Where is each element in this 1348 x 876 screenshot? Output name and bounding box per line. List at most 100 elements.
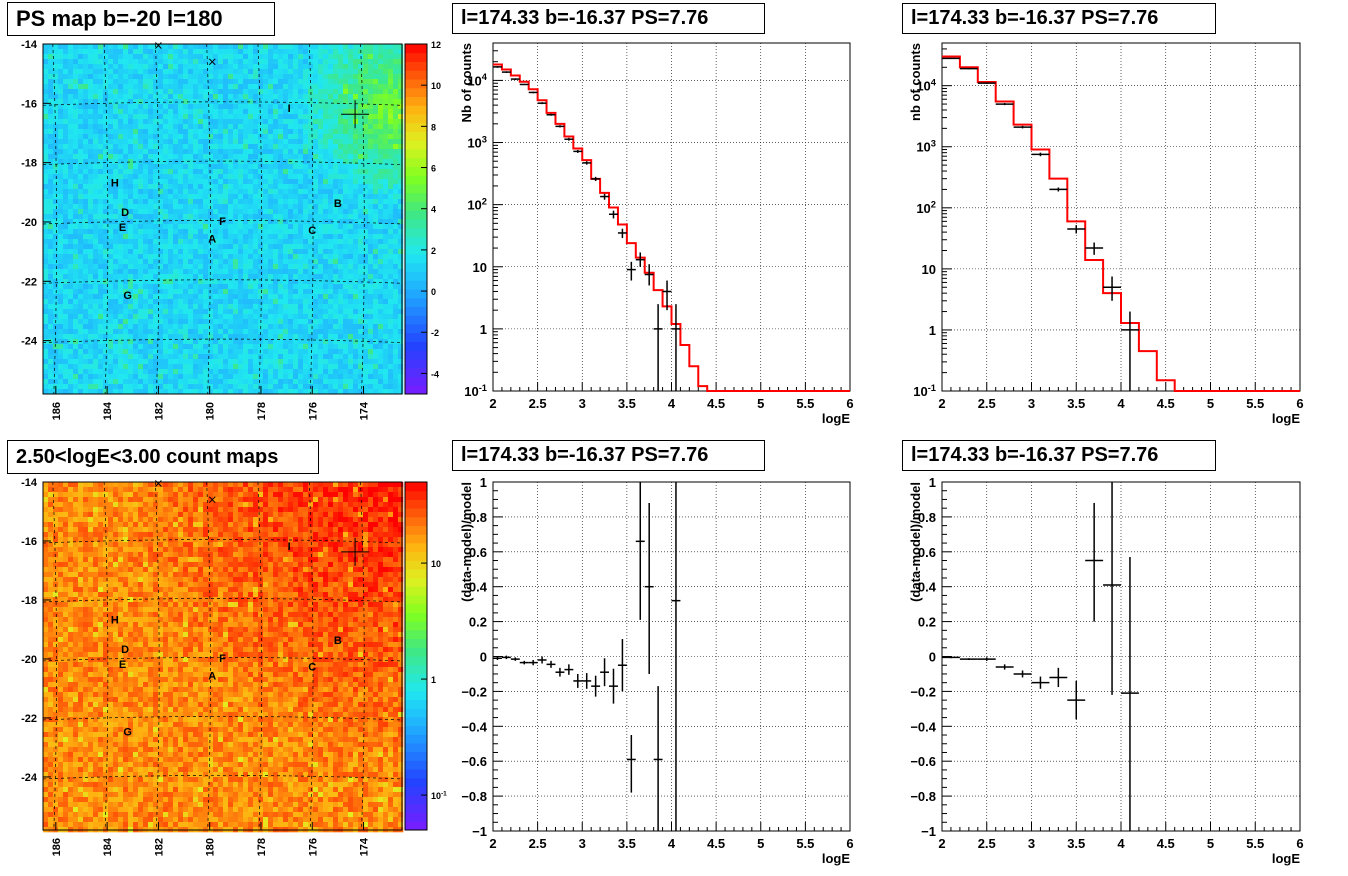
colorbar-step — [405, 210, 427, 220]
map-y-tick-label: -24 — [21, 772, 38, 784]
map-y-tick-label: -24 — [21, 336, 38, 348]
map-x-tick-label: 180 — [205, 402, 217, 420]
colorbar-step — [405, 734, 427, 744]
y-tick-label: 102 — [916, 200, 936, 216]
map-y-tick-label: -16 — [21, 98, 37, 110]
colorbar-step — [405, 682, 427, 692]
map-marker-label: E — [119, 659, 126, 671]
chart-title-2: l=174.33 b=-16.37 PS=7.76 — [902, 3, 1216, 34]
x-tick-label: 4.5 — [1157, 396, 1175, 411]
map-grid-meridian — [155, 43, 160, 395]
colorbar-step — [405, 184, 427, 194]
x-tick-label: 2.5 — [978, 836, 996, 851]
map-x-tick-label: 180 — [205, 838, 217, 856]
colorbar-step — [405, 586, 427, 596]
map-x-tick-label: 174 — [359, 401, 371, 420]
y-tick-label: 0 — [929, 650, 936, 665]
colorbar-step — [405, 122, 427, 132]
colorbar-tick-label: 4 — [431, 205, 436, 215]
map-grid-meridian — [155, 481, 160, 831]
plot-grid — [942, 43, 1300, 391]
colorbar-step — [405, 516, 427, 526]
colorbar-step — [405, 254, 427, 264]
y-tick-label: 104 — [916, 77, 936, 93]
map-x-marker — [155, 42, 162, 49]
colorbar-step — [405, 157, 427, 167]
colorbar-step — [405, 385, 427, 395]
y-tick-label: 0 — [480, 650, 487, 665]
chart-title-3: 2.50<logE<3.00 count maps — [7, 440, 319, 474]
colorbar-step — [405, 673, 427, 683]
colorbar-step — [405, 690, 427, 700]
colorbar-step — [405, 821, 427, 831]
colorbar-step — [405, 595, 427, 605]
map-marker-label: C — [308, 225, 316, 237]
colorbar-step — [405, 140, 427, 150]
colorbar-step — [405, 508, 427, 518]
map-grid-meridian — [257, 43, 263, 395]
colorbar-step — [405, 699, 427, 709]
colorbar-step — [405, 289, 427, 299]
map-x-marker — [208, 58, 216, 66]
colorbar-step — [405, 760, 427, 770]
x-tick-label: 3 — [579, 836, 586, 851]
colorbar-frame — [404, 481, 428, 831]
y-tick-label: 0.4 — [918, 580, 937, 595]
x-tick-label: 4 — [668, 836, 676, 851]
colorbar-tick-label: 10-1 — [431, 790, 447, 801]
colorbar-step — [405, 569, 427, 579]
colorbar-tick-label: 2 — [431, 246, 436, 256]
y-tick-label: 0.6 — [469, 545, 487, 560]
plot-grid — [493, 43, 850, 391]
map-x-tick-label: 184 — [102, 401, 114, 420]
x-tick-label: 4.5 — [1157, 836, 1175, 851]
y-tick-label: 103 — [467, 134, 487, 150]
x-tick-label: 3.5 — [618, 836, 636, 851]
colorbar-step — [405, 638, 427, 648]
colorbar-step — [405, 603, 427, 613]
x-tick-label: 2.5 — [529, 836, 547, 851]
y-tick-label: −0.4 — [910, 719, 936, 734]
plot-panel-1: 2 2.5 3 3.5 4 4.5 5 5.5 6 10-1 1 10 102 103 104 logE Nb … — [459, 42, 854, 426]
map-x-marker — [208, 496, 216, 504]
map-y-tick-label: -20 — [21, 654, 37, 666]
colorbar-step — [405, 708, 427, 718]
map-marker-label: D — [121, 644, 129, 656]
colorbar-tick-label: 12 — [431, 40, 441, 50]
chart-title-5: l=174.33 b=-16.37 PS=7.76 — [902, 440, 1216, 471]
colorbar-step — [405, 560, 427, 570]
colorbar-step — [405, 777, 427, 787]
map-grid-meridian — [360, 481, 365, 831]
colorbar-step — [405, 70, 427, 80]
y-tick-label: 0.8 — [918, 510, 936, 525]
x-tick-label: 5.5 — [796, 836, 814, 851]
map-y-tick-label: -14 — [21, 39, 38, 51]
colorbar-step — [405, 175, 427, 185]
x-tick-label: 2 — [938, 396, 945, 411]
map-grid-meridian — [52, 481, 57, 831]
colorbar-step — [405, 280, 427, 290]
colorbar: -4 -2 0 2 4 6 8 10 12 — [404, 40, 441, 395]
map-panel-0: 186 184 182 180 178 176 174-14-16-18-20-22-24H… — [21, 39, 441, 420]
plot-panel-5: 2 2.5 3 3.5 4 4.5 5 5.5 6 −1 −0.8 −0.6 −0.4 −0.2 0 0.2 0… — [908, 475, 1304, 866]
colorbar-step — [405, 795, 427, 805]
colorbar-step — [405, 332, 427, 342]
y-axis-label: Nb of counts — [459, 43, 474, 122]
y-axis-label: nb of counts — [908, 43, 923, 121]
colorbar-tick-label: 10 — [431, 559, 441, 569]
x-tick-label: 3.5 — [1067, 396, 1085, 411]
colorbar-step — [405, 114, 427, 124]
map-x-tick-label: 174 — [359, 837, 371, 856]
map-x-tick-label: 176 — [307, 838, 319, 856]
x-tick-label: 6 — [846, 836, 853, 851]
colorbar-step — [405, 725, 427, 735]
colorbar-tick-label: 0 — [431, 287, 436, 297]
colorbar-step — [405, 367, 427, 377]
map-marker-label: A — [208, 671, 216, 683]
plot-frame — [492, 42, 851, 392]
colorbar-tick-label: 8 — [431, 122, 436, 132]
map-grid-meridian — [103, 43, 109, 395]
map-y-tick-label: -14 — [21, 477, 38, 489]
map-grid — [42, 481, 403, 831]
map-marker-label: G — [123, 727, 132, 739]
